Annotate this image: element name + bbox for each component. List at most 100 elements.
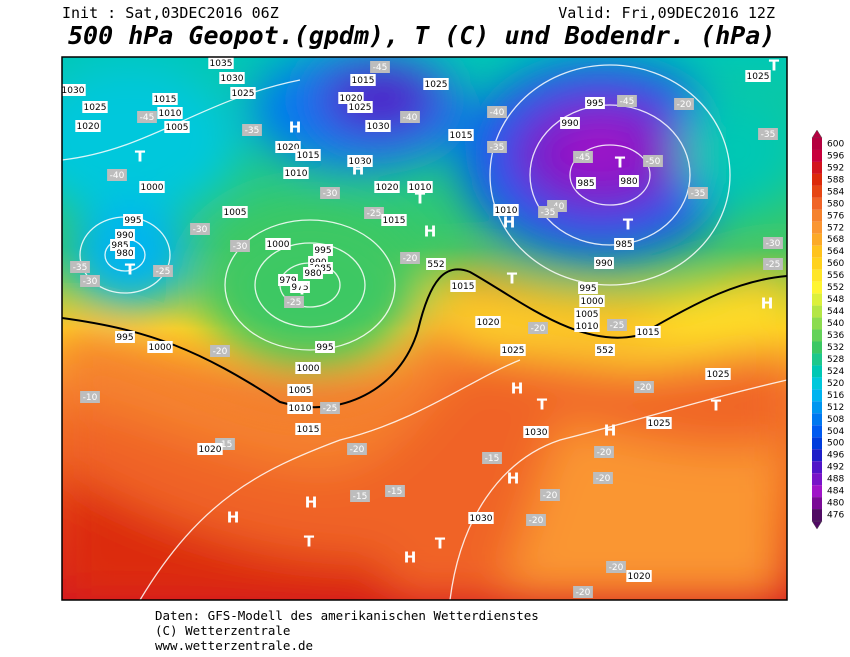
contour-label: 552: [427, 260, 444, 270]
pressure-center: T: [415, 190, 426, 208]
pressure-label-box: [290, 281, 310, 293]
pressure-label: 1025: [349, 103, 372, 113]
colorbar-swatch: [812, 221, 822, 234]
colorbar-label: 572: [827, 223, 844, 233]
temperature-label: -30: [83, 277, 98, 287]
pressure-label-box: [75, 120, 101, 132]
temperature-label-box: [758, 128, 778, 140]
pressure-label: 980: [116, 249, 133, 259]
colorbar-swatch: [812, 161, 822, 174]
pressure-label-box: [374, 181, 400, 193]
pressure-label: 1030: [367, 122, 390, 132]
temperature-label-box: [593, 472, 613, 484]
pressure-label-box: [208, 57, 234, 69]
pressure-label-box: [523, 426, 549, 438]
temperature-label: -40: [110, 171, 125, 181]
pressure-center: T: [304, 533, 315, 551]
temperature-label: -20: [677, 100, 692, 110]
temperature-label: -25: [367, 209, 382, 219]
pressure-label: 1000: [297, 364, 320, 374]
pressure-label: 1010: [495, 206, 518, 216]
colorbar-label: 528: [827, 355, 844, 365]
temperature-label: -35: [761, 130, 776, 140]
pressure-label-box: [115, 331, 135, 343]
colorbar-swatch: [812, 341, 822, 354]
temperature-label: -15: [353, 492, 368, 502]
pressure-label-box: [594, 257, 614, 269]
temperature-label: -15: [218, 440, 233, 450]
pressure-label: 1025: [707, 370, 730, 380]
temperature-label: -35: [73, 263, 88, 273]
contour-label-box: [595, 344, 615, 356]
colorbar-swatch: [812, 257, 822, 270]
pressure-label-box: [197, 443, 223, 455]
pressure-label-box: [139, 181, 165, 193]
pressure-label: 1025: [84, 103, 107, 113]
pressure-label-box: [576, 177, 596, 189]
temperature-label: -20: [596, 474, 611, 484]
pressure-label: 1005: [224, 208, 247, 218]
pressure-center: T: [135, 148, 146, 166]
pressure-label: 979: [279, 276, 296, 286]
pressure-label: 985: [577, 179, 594, 189]
colorbar-label: 552: [827, 283, 844, 293]
pressure-label: 980: [620, 177, 637, 187]
pressure-label: 1025: [232, 89, 255, 99]
colorbar-swatch: [812, 485, 822, 498]
pressure-label-box: [157, 107, 183, 119]
pressure-label: 995: [124, 216, 141, 226]
colorbar-label: 516: [827, 391, 844, 401]
colorbar-swatch: [812, 437, 822, 450]
colorbar-label: 560: [827, 259, 844, 269]
colorbar-swatch: [812, 305, 822, 318]
temperature-label-box: [320, 402, 340, 414]
colorbar-swatch: [812, 138, 822, 150]
temperature-label-box: [400, 111, 420, 123]
pressure-center: H: [424, 223, 437, 241]
temperature-label: -30: [193, 225, 208, 235]
pressure-label: 1025: [502, 346, 525, 356]
pressure-label-box: [115, 229, 135, 241]
pressure-label: 1020: [477, 318, 500, 328]
pressure-label-box: [635, 326, 661, 338]
colorbar-label: 544: [827, 307, 844, 317]
colorbar-label: 548: [827, 295, 844, 305]
pressure-label: 1025: [425, 80, 448, 90]
pressure-label-box: [585, 97, 605, 109]
pressure-center: H: [352, 161, 365, 179]
pressure-label: 1000: [149, 343, 172, 353]
colorbar-label: 500: [827, 439, 844, 449]
pressure-label: 1015: [452, 282, 475, 292]
pressure-center: T: [435, 535, 446, 553]
colorbar-label: 480: [827, 499, 844, 509]
temperature-label-box: [400, 252, 420, 264]
pressure-label: 1030: [470, 514, 493, 524]
pressure-label-box: [147, 341, 173, 353]
temperature-label-box: [573, 586, 593, 598]
pressure-label: 1015: [352, 76, 375, 86]
colorbar-swatch: [812, 509, 822, 522]
temperature-label-box: [70, 261, 90, 273]
pressure-center: H: [305, 494, 318, 512]
map-area: -45 -40 -35 -30 -25 -30 -30 -25 -35 -30 -40 -45 -45 -…: [62, 57, 787, 600]
temperature-label-box: [210, 345, 230, 357]
pressure-label: 1000: [267, 240, 290, 250]
temperature-label-box: [674, 98, 694, 110]
colorbar-label: 512: [827, 403, 844, 413]
pressure-center: H: [227, 509, 240, 527]
pressure-label-box: [450, 280, 476, 292]
pressure-center: T: [615, 154, 626, 172]
valid-time: Valid: Fri,09DEC2016 12Z: [558, 4, 775, 22]
pressure-label: 1015: [450, 131, 473, 141]
pressure-label: 1020: [340, 94, 363, 104]
temperature-label: -20: [609, 563, 624, 573]
pressure-center: H: [289, 119, 302, 137]
pressure-label-box: [287, 384, 313, 396]
pressure-label-box: [579, 295, 605, 307]
pressure-label: 1020: [77, 122, 100, 132]
pressure-label-box: [313, 244, 333, 256]
pressure-label: 995: [579, 284, 596, 294]
colorbar-label: 524: [827, 367, 844, 377]
colorbar-swatch: [812, 245, 822, 258]
